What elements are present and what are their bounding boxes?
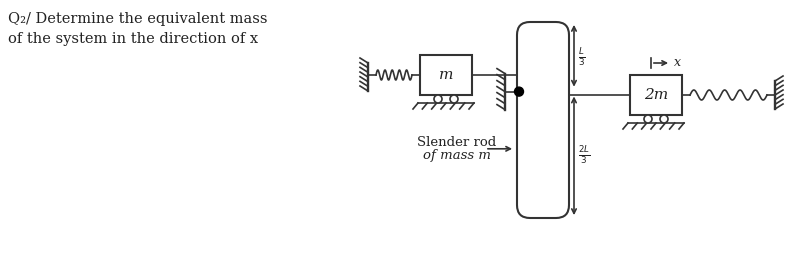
Circle shape (450, 95, 458, 103)
Text: 2m: 2m (644, 88, 668, 102)
Bar (630, 75, 682, 115)
Bar (420, 55, 472, 95)
FancyBboxPatch shape (517, 22, 569, 218)
Circle shape (644, 115, 652, 123)
Text: x: x (674, 56, 681, 69)
Text: of the system in the direction of x: of the system in the direction of x (8, 32, 258, 46)
Text: of mass m: of mass m (423, 149, 491, 162)
Text: $\frac{2L}{3}$: $\frac{2L}{3}$ (578, 144, 590, 166)
Circle shape (434, 95, 442, 103)
Text: Q₂/ Determine the equivalent mass: Q₂/ Determine the equivalent mass (8, 12, 267, 26)
Text: m: m (438, 68, 454, 82)
Text: $\frac{L}{3}$: $\frac{L}{3}$ (578, 46, 586, 68)
Circle shape (514, 87, 523, 96)
Text: Slender rod: Slender rod (418, 136, 497, 149)
Circle shape (660, 115, 668, 123)
